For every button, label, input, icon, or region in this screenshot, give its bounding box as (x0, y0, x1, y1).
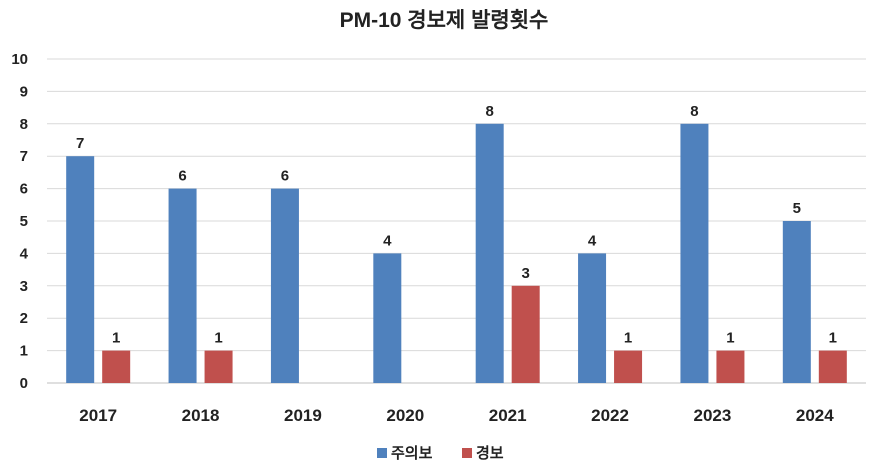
bar-series1-2020 (373, 253, 402, 383)
bar-series2-2018 (204, 350, 233, 383)
data-label: 8 (690, 103, 698, 120)
data-label: 5 (793, 200, 801, 217)
bar-series2-2017 (102, 350, 131, 383)
data-label: 1 (214, 330, 222, 347)
bar-series1-2021 (475, 123, 504, 384)
y-tick-label: 10 (11, 51, 28, 68)
bar-series2-2024 (818, 350, 847, 383)
data-label: 4 (588, 232, 597, 249)
x-axis: 2017 2018 2019 2020 2021 2022 2023 2024 (79, 406, 834, 425)
x-tick-label: 2019 (284, 406, 322, 425)
legend-label: 경보 (476, 444, 504, 462)
y-tick-label: 8 (20, 116, 28, 133)
data-label: 8 (486, 103, 494, 120)
bar-series1-2023 (680, 123, 709, 384)
bar-series1-2017 (66, 156, 95, 383)
y-tick-label: 3 (20, 278, 28, 295)
legend-swatch (462, 448, 472, 458)
chart-title: PM-10 경보제 발령횟수 (340, 9, 549, 32)
data-label: 1 (624, 330, 632, 347)
data-label: 6 (281, 168, 289, 185)
x-tick-label: 2021 (489, 406, 527, 425)
legend: 주의보 경보 (377, 444, 504, 462)
y-tick-label: 2 (20, 310, 28, 327)
y-tick-label: 7 (20, 148, 28, 165)
x-tick-label: 2023 (694, 406, 732, 425)
y-tick-label: 0 (20, 375, 28, 392)
legend-label: 주의보 (391, 444, 433, 462)
data-label: 6 (178, 168, 186, 185)
y-tick-label: 5 (20, 213, 28, 230)
bar-series1-2019 (270, 188, 299, 383)
bar-series2-2021 (511, 285, 540, 383)
bar-series2-2022 (614, 350, 643, 383)
y-tick-label: 9 (20, 83, 28, 100)
x-tick-label: 2020 (386, 406, 424, 425)
legend-swatch (377, 448, 387, 458)
bar-series1-2018 (168, 188, 197, 383)
y-axis: 0 1 2 3 4 5 6 7 8 9 10 (11, 51, 28, 392)
data-label: 4 (383, 232, 392, 249)
x-tick-label: 2018 (182, 406, 220, 425)
bar-series1-2024 (782, 221, 811, 383)
y-tick-label: 6 (20, 181, 28, 198)
data-label: 1 (112, 330, 120, 347)
bar-series2-2023 (716, 350, 745, 383)
data-label: 1 (726, 330, 734, 347)
bar-series1-2022 (578, 253, 607, 383)
data-label: 1 (829, 330, 837, 347)
x-tick-label: 2024 (796, 406, 834, 425)
y-tick-label: 1 (20, 343, 28, 360)
x-tick-label: 2017 (79, 406, 117, 425)
data-label: 3 (522, 265, 530, 282)
data-label: 7 (76, 135, 84, 152)
x-tick-label: 2022 (591, 406, 629, 425)
y-tick-label: 4 (20, 245, 29, 262)
